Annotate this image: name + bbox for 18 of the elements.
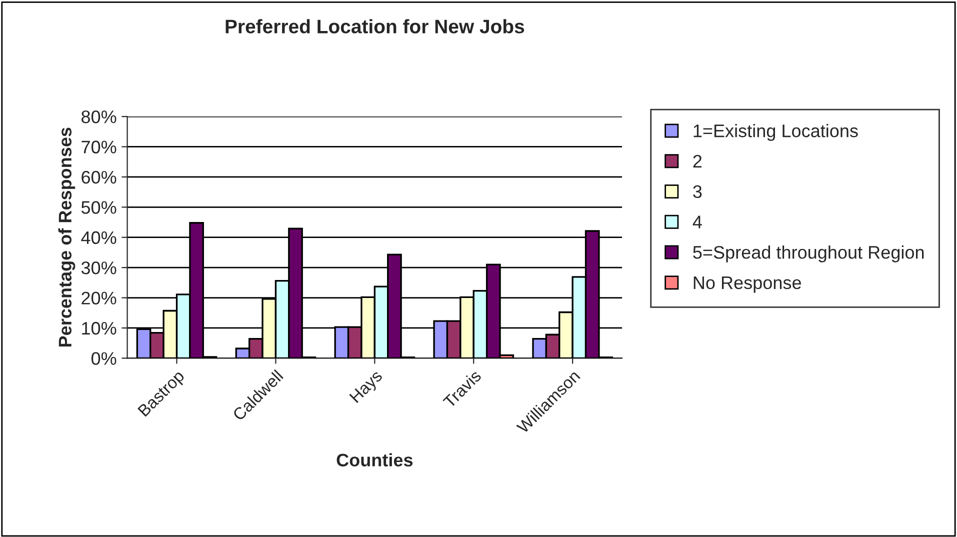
y-tick-label: 10% [82,322,116,335]
y-tick-label: 0% [91,352,116,365]
legend-label: 1=Existing Locations [694,124,858,141]
y-tick-label: 40% [81,231,116,244]
chart-title: Preferred Location for New Jobs [226,19,524,34]
legend-label: 4 [692,216,702,228]
legend-label: No Response [694,276,801,293]
y-axis-title: Percentage of Responses [58,128,76,347]
legend-label: 2 [693,154,702,168]
y-tick-label: 50% [81,201,116,214]
y-tick-label: 80% [82,110,116,124]
legend-label: 5=Spread throughout Region [693,246,924,262]
x-axis-title: Counties [336,453,413,466]
y-tick-label: 60% [82,170,116,184]
y-tick-label: 30% [81,261,116,274]
legend-label: 3 [693,185,702,198]
y-tick-label: 20% [82,292,116,304]
y-tick-label: 70% [82,140,116,154]
